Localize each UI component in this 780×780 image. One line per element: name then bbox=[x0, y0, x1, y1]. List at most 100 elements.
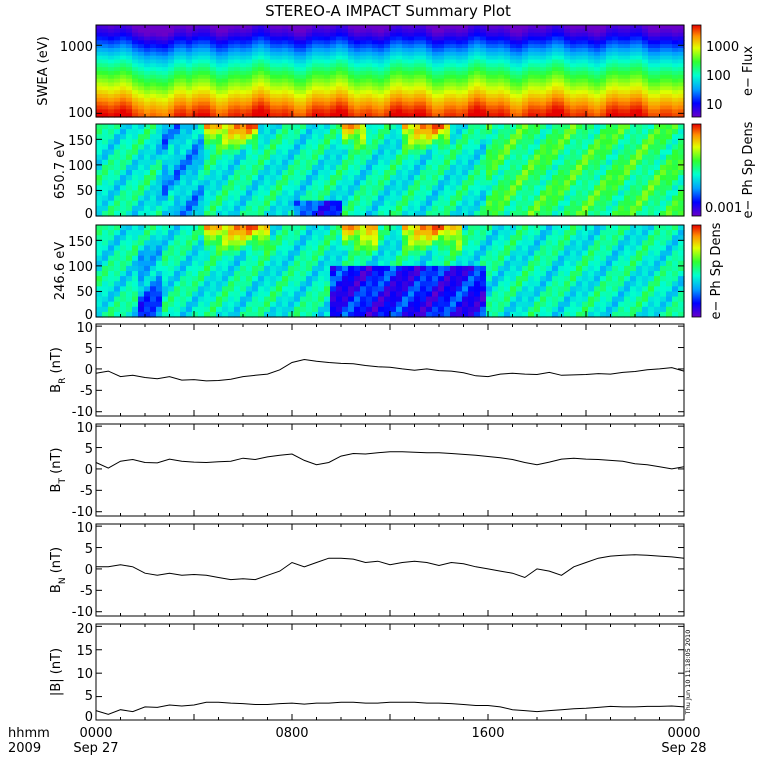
spectrogram-cell bbox=[306, 210, 313, 217]
spectrogram-cell bbox=[486, 86, 493, 91]
spectrogram-cell bbox=[240, 286, 247, 293]
spectrogram-cell bbox=[546, 149, 553, 156]
spectrogram-cell bbox=[408, 82, 415, 87]
spectrogram-cell bbox=[588, 109, 595, 114]
spectrogram-cell bbox=[102, 240, 109, 247]
spectrogram-cell bbox=[156, 67, 163, 72]
spectrogram-cell bbox=[336, 25, 343, 30]
spectrogram-cell bbox=[534, 94, 541, 99]
spectrogram-cell bbox=[348, 190, 355, 197]
spectrogram-cell bbox=[504, 200, 511, 207]
spectrogram-cell bbox=[648, 25, 655, 30]
spectrogram-cell bbox=[240, 291, 247, 298]
spectrogram-cell bbox=[408, 154, 415, 161]
spectrogram-cell bbox=[138, 129, 145, 135]
spectrogram-cell bbox=[672, 159, 679, 166]
spectrogram-cell bbox=[192, 245, 199, 252]
spectrogram-cell bbox=[198, 40, 205, 45]
spectrogram-cell bbox=[114, 195, 121, 202]
spectrogram-cell bbox=[342, 154, 349, 161]
spectrogram-cell bbox=[552, 28, 559, 34]
spectrogram-cell bbox=[216, 25, 223, 30]
spectrogram-cell bbox=[318, 170, 325, 176]
spectrogram-cell bbox=[372, 59, 379, 64]
spectrogram-cell bbox=[378, 101, 385, 107]
spectrogram-cell bbox=[444, 71, 451, 76]
spectrogram-cell bbox=[270, 86, 277, 91]
spectrogram-cell bbox=[498, 190, 505, 197]
spectrogram-cell bbox=[144, 170, 151, 176]
spectrogram-cell bbox=[264, 48, 271, 53]
spectrogram-cell bbox=[168, 25, 175, 30]
spectrogram-cell bbox=[480, 63, 487, 68]
spectrogram-cell bbox=[480, 32, 487, 38]
spectrogram-cell bbox=[204, 109, 211, 114]
spectrogram-cell bbox=[282, 260, 289, 267]
spectrogram-cell bbox=[372, 55, 379, 61]
spectrogram-cell bbox=[426, 86, 433, 91]
spectrogram-cell bbox=[444, 105, 451, 110]
spectrogram-cell bbox=[180, 164, 187, 171]
spectrogram-cell bbox=[372, 139, 379, 146]
spectrogram-cell bbox=[468, 175, 475, 181]
spectrogram-cell bbox=[648, 78, 655, 84]
spectrogram-cell bbox=[414, 180, 421, 186]
spectrogram-cell bbox=[570, 51, 577, 57]
spectrogram-cell bbox=[138, 134, 145, 140]
spectrogram-cell bbox=[510, 180, 517, 186]
spectrogram-cell bbox=[432, 195, 439, 202]
spectrogram-cell bbox=[204, 164, 211, 171]
spectrogram-cell bbox=[246, 235, 253, 241]
spectrogram-cell bbox=[324, 306, 331, 313]
spectrogram-cell bbox=[270, 124, 277, 130]
spectrogram-cell bbox=[162, 260, 169, 267]
spectrogram-cell bbox=[180, 149, 187, 156]
spectrogram-cell bbox=[312, 159, 319, 166]
spectrogram-cell bbox=[516, 113, 523, 118]
spectrogram-cell bbox=[312, 25, 319, 30]
spectrogram-cell bbox=[582, 86, 589, 91]
spectrogram-cell bbox=[246, 55, 253, 61]
spectrogram-cell bbox=[612, 134, 619, 140]
spectrogram-cell bbox=[180, 180, 187, 186]
spectrogram-cell bbox=[378, 205, 385, 212]
spectrogram-cell bbox=[264, 260, 271, 267]
spectrogram-cell bbox=[348, 48, 355, 53]
spectrogram-cell bbox=[288, 200, 295, 207]
spectrogram-cell bbox=[264, 71, 271, 76]
spectrogram-cell bbox=[198, 245, 205, 252]
spectrogram-cell bbox=[102, 311, 109, 318]
spectrogram-cell bbox=[528, 48, 535, 53]
spectrogram-cell bbox=[216, 245, 223, 252]
spectrogram-cell bbox=[294, 271, 301, 277]
spectrogram-cell bbox=[612, 97, 619, 103]
spectrogram-cell bbox=[258, 32, 265, 38]
spectrogram-cell bbox=[318, 25, 325, 30]
spectrogram-cell bbox=[456, 134, 463, 140]
spectrogram-cell bbox=[510, 51, 517, 57]
spectrogram-cell bbox=[474, 154, 481, 161]
spectrogram-cell bbox=[180, 82, 187, 87]
spectrogram-cell bbox=[504, 67, 511, 72]
spectrogram-cell bbox=[444, 51, 451, 57]
spectrogram-cell bbox=[246, 271, 253, 277]
spectrogram-cell bbox=[534, 63, 541, 68]
spectrogram-cell bbox=[96, 139, 103, 146]
spectrogram-cell bbox=[282, 276, 289, 282]
spectrogram-cell bbox=[444, 113, 451, 118]
spectrogram-cell bbox=[210, 25, 217, 30]
spectrogram-cell bbox=[222, 149, 229, 156]
spectrogram-cell bbox=[204, 32, 211, 38]
spectrogram-cell bbox=[474, 195, 481, 202]
spectrogram-cell bbox=[360, 28, 367, 34]
spectrogram-cell bbox=[336, 235, 343, 241]
spectrogram-cell bbox=[282, 86, 289, 91]
spectrogram-cell bbox=[426, 97, 433, 103]
spectrogram-cell bbox=[306, 311, 313, 318]
spectrogram-cell bbox=[216, 78, 223, 84]
spectrogram-cell bbox=[210, 48, 217, 53]
spectrogram-cell bbox=[474, 200, 481, 207]
spectrogram-cell bbox=[198, 205, 205, 212]
spectrogram-cell bbox=[144, 134, 151, 140]
spectrogram-cell bbox=[186, 210, 193, 217]
